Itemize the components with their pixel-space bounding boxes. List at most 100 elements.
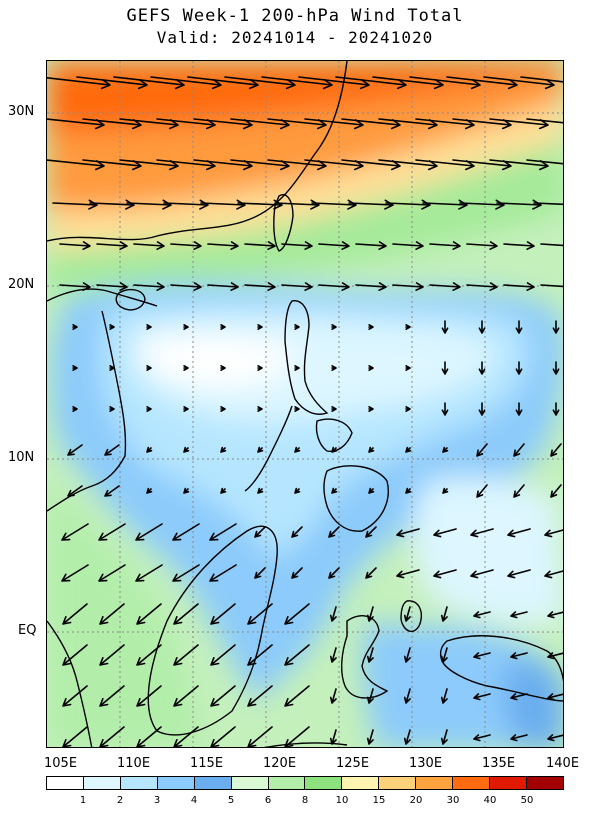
lon-label-110e: 110E (117, 756, 151, 771)
wind-arrow (146, 487, 153, 494)
wind-arrow (503, 282, 535, 291)
wind-arrow (183, 324, 189, 330)
wind-arrow (109, 365, 115, 371)
wind-arrow (544, 529, 563, 538)
wind-arrow (247, 603, 273, 625)
luzon (284, 300, 329, 415)
wind-arrow (552, 402, 560, 416)
colorbar-swatch (490, 777, 527, 789)
wind-arrow (372, 76, 444, 90)
lon-label-120e: 120E (263, 756, 297, 771)
wind-arrow (210, 603, 236, 625)
wind-arrow (284, 603, 310, 625)
colorbar-label: 4 (190, 795, 198, 806)
band-20 (47, 101, 563, 251)
wind-arrow (331, 446, 338, 453)
region-8 (47, 481, 207, 747)
wind-arrow (366, 606, 374, 622)
region-5b (502, 659, 563, 747)
wind-arrow (146, 324, 152, 330)
wind-arrow (109, 406, 115, 412)
wind-arrow (515, 402, 523, 416)
wind-arrow (378, 159, 438, 171)
wind-arrow (59, 282, 91, 291)
wind-arrow (552, 361, 560, 375)
wind-arrow (547, 734, 563, 742)
wind-arrow (156, 159, 216, 171)
colorbar-swatch (83, 777, 121, 789)
wind-arrow (409, 76, 481, 90)
wind-arrow (220, 365, 226, 371)
wind-arrow (170, 241, 202, 250)
wind-arrow (67, 485, 83, 497)
wind-arrow (311, 199, 357, 210)
lon-label-130e: 130E (409, 756, 443, 771)
wind-arrow (96, 241, 128, 250)
wind-arrow (405, 487, 412, 494)
wind-arrow (368, 324, 374, 330)
wind-arrow (281, 241, 313, 250)
wind-arrow (429, 282, 461, 291)
wind-arrow (173, 603, 199, 625)
wind-arrow (291, 526, 303, 538)
vietnam-coast (47, 310, 127, 512)
wind-arrow (193, 118, 253, 130)
region-1 (141, 335, 294, 387)
wind-arrow (440, 647, 448, 663)
wind-arrow (284, 726, 310, 747)
wind-arrow (510, 734, 528, 742)
wind-arrow (136, 685, 162, 707)
wind-arrow (366, 647, 374, 663)
wind-arrow (405, 324, 411, 330)
colorbar-label: 1 (79, 795, 87, 806)
wind-arrow (47, 118, 105, 130)
wind-arrow (473, 693, 491, 701)
colorbar-swatch (416, 777, 454, 789)
colorbar-label: 50 (520, 795, 534, 806)
wind-arrow (183, 406, 189, 412)
wind-arrow (304, 159, 364, 171)
band-10 (47, 141, 563, 296)
wind-arrow (544, 570, 563, 579)
wind-arrow (72, 324, 78, 330)
wind-arrow (415, 159, 475, 171)
wind-arrow (405, 365, 411, 371)
wind-arrow (335, 76, 407, 90)
lon-label-135e: 135E (482, 756, 516, 771)
wind-arrow (207, 241, 239, 250)
lesser-sunda (263, 742, 348, 747)
wind-arrow (392, 282, 424, 291)
wind-arrow (230, 159, 290, 171)
wind-arrow (368, 446, 375, 453)
colorbar-swatch (342, 777, 380, 789)
taiwan (273, 194, 294, 252)
wind-arrow (452, 159, 512, 171)
wind-arrow (329, 729, 337, 745)
sulawesi (340, 615, 389, 699)
wind-arrow (99, 644, 125, 666)
wind-arrow (328, 567, 340, 579)
wind-arrow (515, 320, 523, 334)
colorbar (46, 776, 564, 790)
wind-arrow (244, 282, 276, 291)
wind-arrow (470, 569, 494, 579)
wind-arrow (210, 644, 236, 666)
wind-arrow (98, 564, 126, 582)
mindanao (323, 465, 389, 532)
wind-arrow (257, 324, 263, 330)
wind-arrow (440, 606, 448, 622)
wind-arrow (331, 487, 338, 494)
wind-arrow (113, 76, 185, 90)
wind-arrow (365, 567, 377, 579)
wind-arrow (210, 685, 236, 707)
wind-arrow (489, 118, 549, 130)
colorbar-label: 20 (409, 795, 423, 806)
colorbar-swatch (157, 777, 195, 789)
wind-arrow (284, 644, 310, 666)
wind-arrow (547, 611, 563, 619)
wind-arrow (503, 241, 535, 250)
wind-arrow (133, 282, 165, 291)
wind-arrow (146, 446, 153, 453)
wind-arrow (247, 685, 273, 707)
wind-arrow (440, 729, 448, 745)
